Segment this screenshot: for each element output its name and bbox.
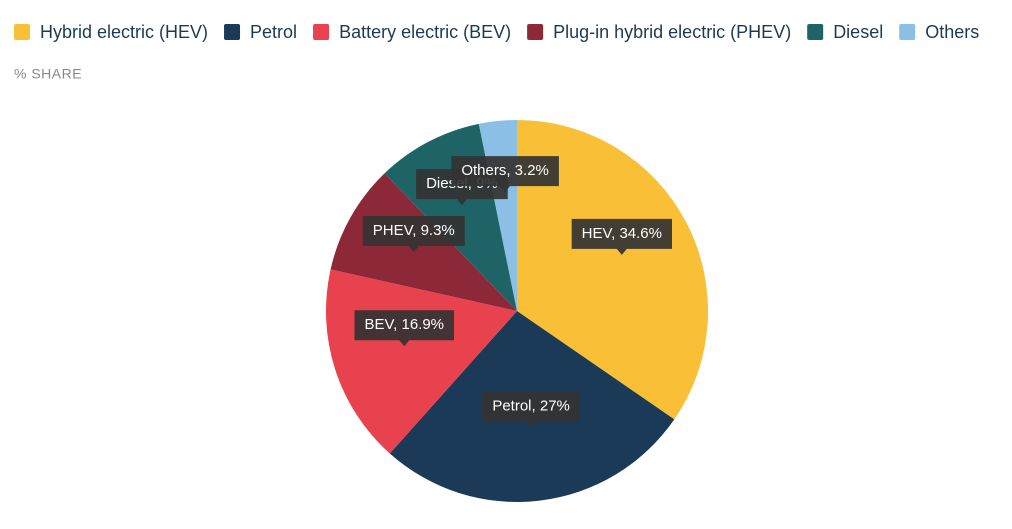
legend-swatch xyxy=(899,24,916,40)
legend-label: Petrol xyxy=(250,22,297,42)
value-label: Petrol, 27% xyxy=(482,391,580,428)
value-label: BEV, 16.9% xyxy=(354,310,455,347)
legend-swatch xyxy=(14,24,30,40)
value-label-text: Petrol, 27% xyxy=(492,398,570,415)
value-label-text: HEV, 34.6% xyxy=(582,225,662,242)
value-label: PHEV, 9.3% xyxy=(362,215,465,252)
legend-label: Others xyxy=(925,22,979,42)
value-label: Others, 3.2% xyxy=(451,156,559,193)
legend-label: Plug-in hybrid electric (PHEV) xyxy=(553,22,791,42)
legend-label: Diesel xyxy=(833,22,883,42)
value-label-box xyxy=(354,310,455,347)
chart-subtitle: % SHARE xyxy=(14,66,82,82)
legend-swatch xyxy=(224,24,241,40)
value-label-box xyxy=(451,156,559,193)
pie-slice xyxy=(517,120,709,420)
value-label-box xyxy=(482,391,580,428)
value-label-box xyxy=(571,218,673,255)
value-label: HEV, 34.6% xyxy=(571,218,673,255)
legend-label: Hybrid electric (HEV) xyxy=(40,22,208,42)
value-label-text: Others, 3.2% xyxy=(461,162,549,179)
value-label-text: BEV, 16.9% xyxy=(365,316,445,333)
legend-label: Battery electric (BEV) xyxy=(339,22,511,42)
legend-swatch xyxy=(807,24,824,40)
legend-swatch xyxy=(313,24,330,40)
legend-swatch xyxy=(527,24,544,40)
value-label-box xyxy=(362,215,465,252)
value-label-text: PHEV, 9.3% xyxy=(373,222,455,239)
